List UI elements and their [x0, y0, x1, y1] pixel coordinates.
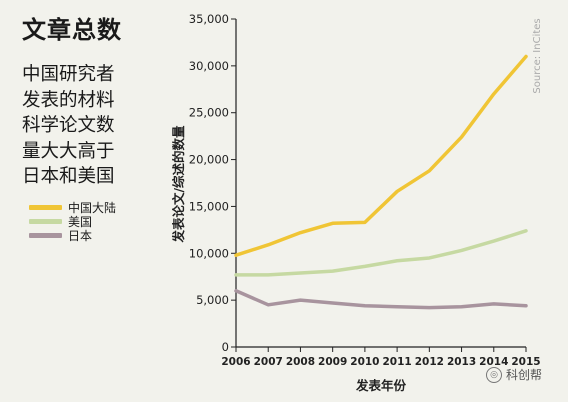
legend-item-china: 中国大陆	[29, 200, 117, 215]
data-point	[299, 271, 302, 275]
y-tick-label: 20,000	[189, 153, 229, 167]
data-point	[428, 169, 431, 173]
data-point	[234, 253, 238, 257]
y-tick-label: 5,000	[196, 293, 229, 307]
x-tick-label: 2015	[511, 356, 540, 368]
data-point	[492, 239, 495, 243]
subtitle-line: 日本和美国	[22, 166, 115, 187]
series-line-0	[234, 54, 528, 257]
watermark-logo-icon: ◎	[486, 366, 502, 383]
legend-swatch	[29, 204, 62, 210]
data-point	[331, 301, 334, 305]
data-point	[267, 303, 270, 307]
chart-title: 文章总数	[22, 16, 122, 44]
data-point	[363, 265, 367, 268]
subtitle-line: 中国研究者	[22, 64, 115, 85]
y-tick-label: 0	[222, 340, 229, 354]
data-point	[460, 305, 463, 308]
x-tick-label: 2010	[350, 356, 379, 368]
source-note: Source: InCites	[532, 18, 543, 93]
data-point	[299, 298, 302, 302]
data-point	[395, 190, 399, 193]
data-point	[524, 55, 528, 58]
data-point	[460, 249, 463, 252]
data-point	[395, 305, 399, 308]
legend-label: 日本	[68, 228, 93, 243]
data-point	[428, 306, 431, 309]
x-tick-label: 2008	[286, 356, 315, 368]
legend-swatch	[29, 232, 62, 238]
data-point	[460, 135, 463, 139]
data-point	[492, 92, 495, 96]
legend-swatch	[29, 218, 62, 224]
y-tick-label: 10,000	[189, 246, 229, 260]
x-tick-label: 2007	[254, 356, 283, 368]
y-tick-label: 35,000	[189, 12, 229, 26]
y-tick-label: 15,000	[189, 199, 229, 213]
data-point	[492, 302, 495, 306]
data-point	[299, 231, 302, 234]
x-tick-label: 2013	[447, 356, 476, 368]
y-tick-label: 30,000	[189, 59, 229, 73]
x-tick-label: 2014	[479, 356, 508, 368]
data-point	[331, 222, 334, 225]
x-tick-label: 2006	[221, 356, 250, 368]
watermark: ◎ 科创帮	[486, 366, 542, 383]
legend-label: 中国大陆	[68, 200, 117, 215]
data-point	[524, 229, 528, 232]
series-line-2	[234, 289, 528, 310]
watermark-text: 科创帮	[506, 368, 543, 382]
subtitle-line: 量大大高于	[22, 140, 115, 162]
data-point	[363, 221, 367, 224]
legend-item-usa: 美国	[29, 214, 116, 229]
x-tick-label: 2009	[318, 356, 347, 368]
x-tick-label: 2012	[415, 356, 444, 368]
data-point	[428, 256, 431, 260]
data-point	[395, 259, 399, 262]
data-point	[524, 304, 528, 307]
data-point	[331, 269, 334, 273]
data-point	[234, 289, 238, 292]
data-point	[234, 273, 238, 277]
x-tick-label: 2011	[382, 356, 411, 368]
data-point	[267, 273, 270, 277]
legend-item-japan: 日本	[29, 228, 116, 243]
subtitle-line: 发表的材料	[22, 89, 115, 111]
data-point	[363, 304, 367, 307]
y-axis-label: 发表论文/综述的数量	[171, 125, 186, 244]
x-axis-label: 发表年份	[355, 378, 407, 393]
chart-subtitle: 中国研究者 发表的材料 科学论文数 量大大高于 日本和美国	[22, 62, 142, 190]
data-point	[267, 243, 270, 247]
subtitle-line: 科学论文数	[22, 115, 115, 136]
series-line-1	[234, 229, 528, 277]
legend-label: 美国	[68, 214, 93, 229]
chart-legend: 中国大陆 美国 日本	[29, 200, 117, 243]
y-tick-label: 25,000	[189, 106, 229, 120]
